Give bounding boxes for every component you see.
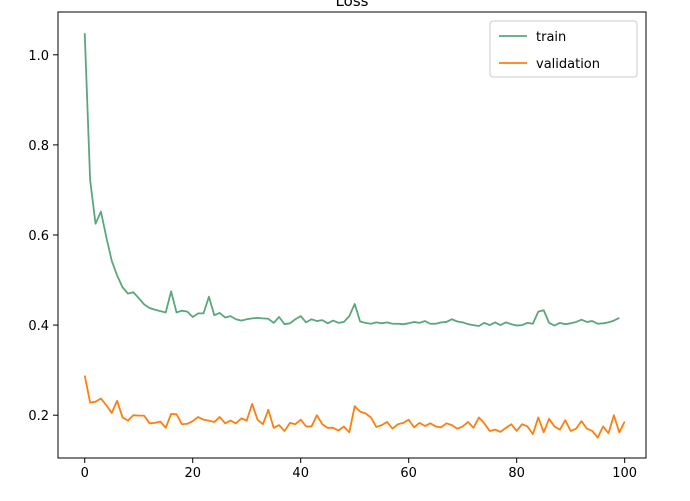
x-tick-label: 80 (508, 466, 525, 481)
x-tick-label: 60 (400, 466, 417, 481)
y-tick-label: 0.2 (28, 409, 49, 424)
x-tick-label: 40 (292, 466, 309, 481)
series-line-train (83, 33, 620, 327)
y-axis: 0.2 0.4 0.6 0.8 1.0 (28, 49, 58, 424)
legend: train validation (489, 20, 638, 78)
plot-frame (57, 11, 647, 459)
x-tick-label: 0 (81, 466, 89, 481)
series-line-validation (83, 375, 626, 439)
x-tick-label: 20 (184, 466, 201, 481)
x-tick-label: 100 (612, 466, 637, 481)
legend-label-train: train (536, 30, 566, 45)
x-axis: 0 20 40 60 80 100 (81, 458, 637, 481)
legend-label-validation: validation (536, 57, 600, 72)
plot-lines (83, 33, 626, 439)
y-tick-label: 1.0 (28, 49, 49, 64)
chart-title: Loss (336, 0, 369, 10)
y-tick-label: 0.4 (28, 319, 49, 334)
y-tick-label: 0.8 (28, 139, 49, 154)
y-tick-label: 0.6 (28, 229, 49, 244)
